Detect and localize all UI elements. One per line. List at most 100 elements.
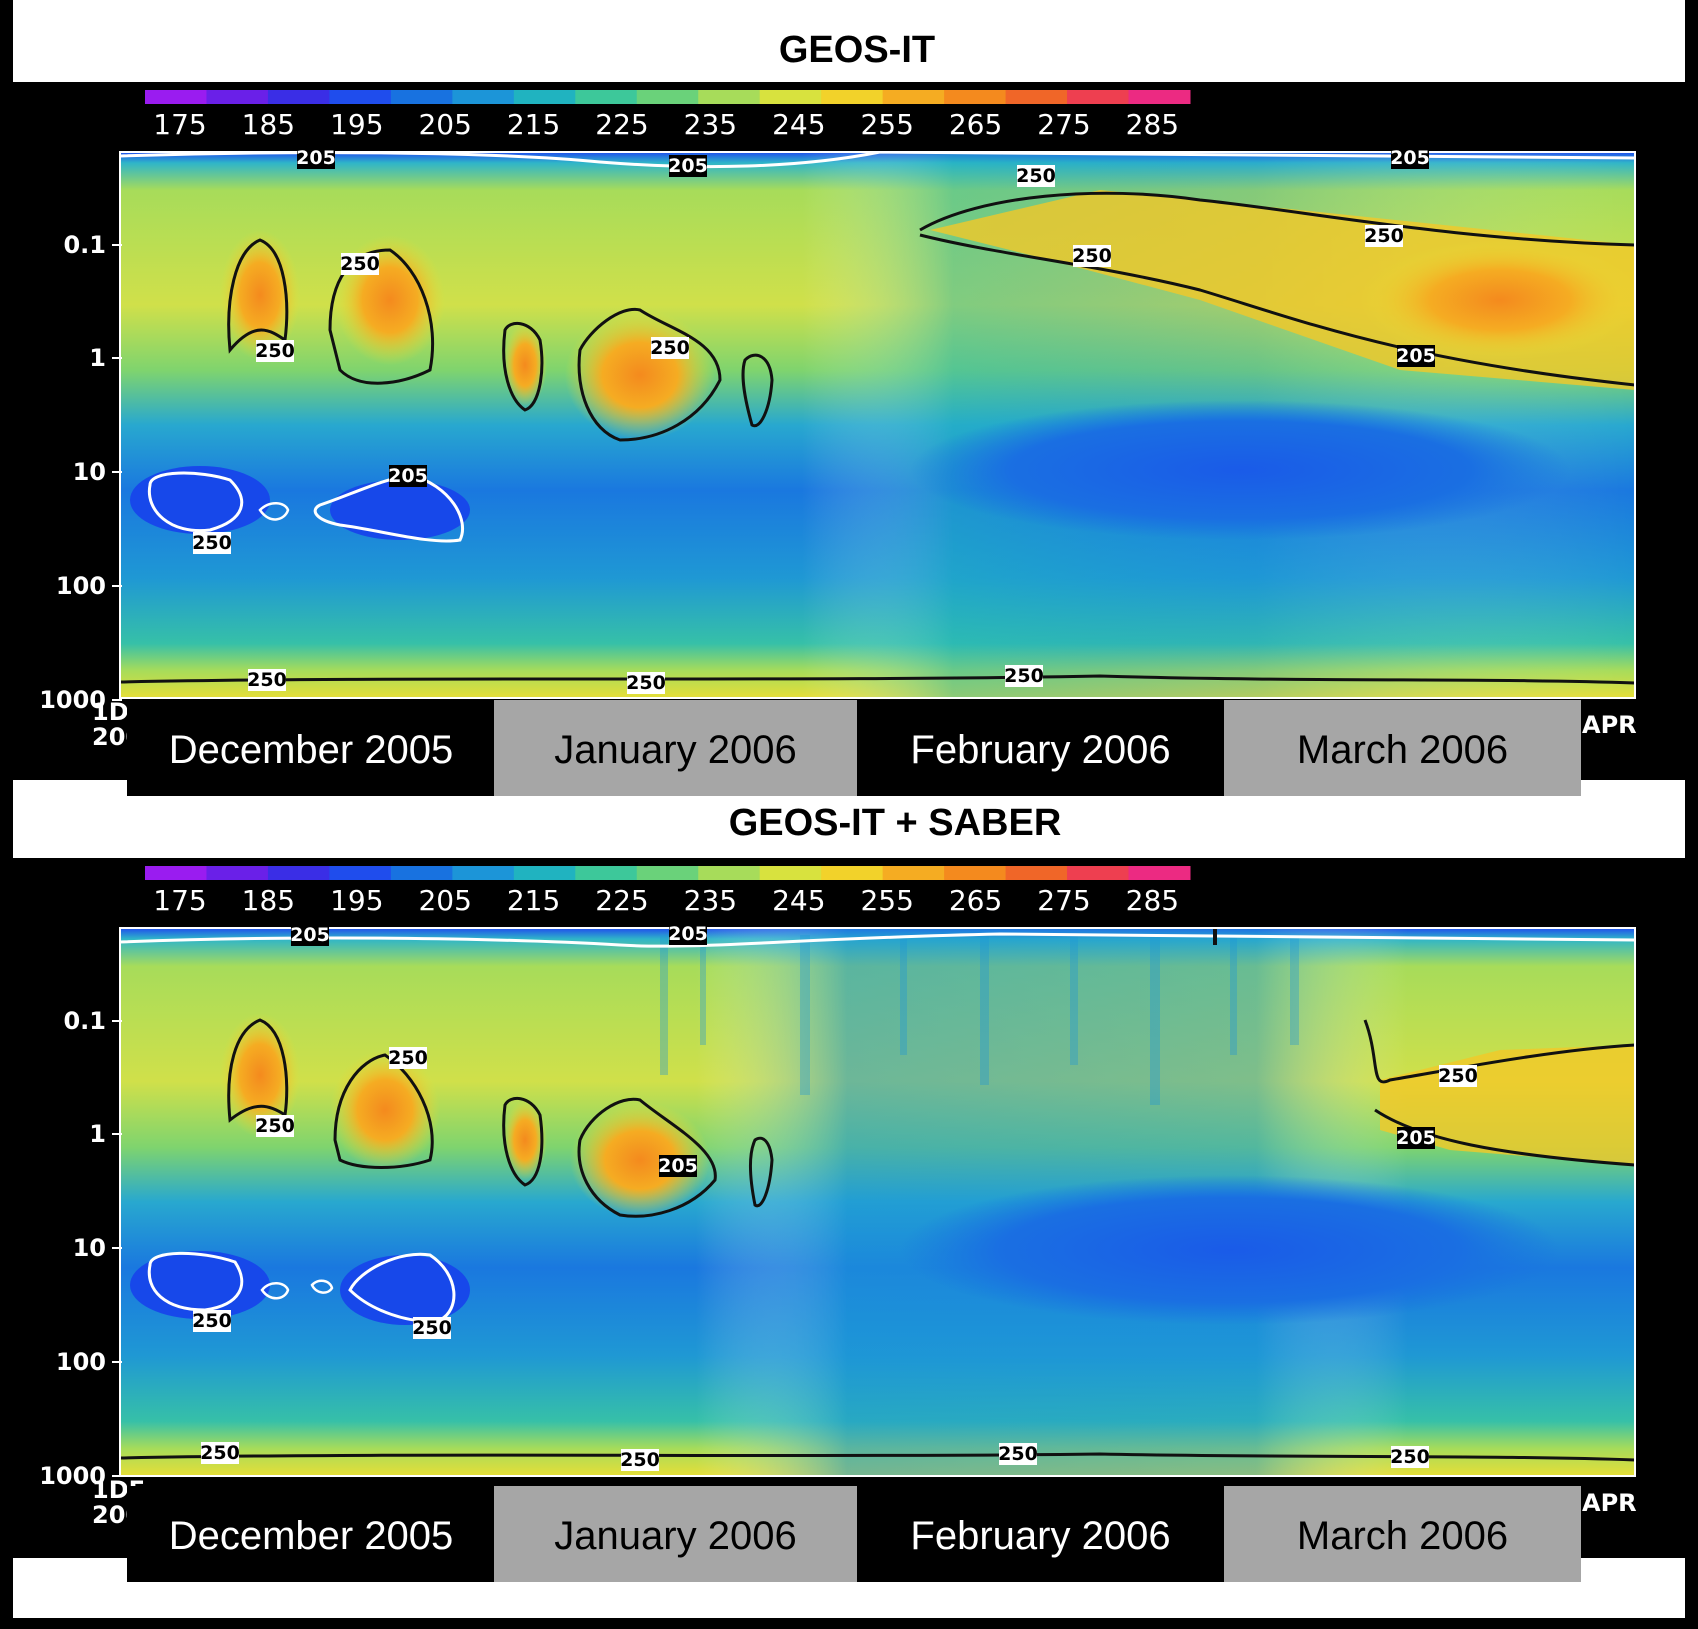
contour-label-box xyxy=(193,532,231,554)
month-label: February 2006 xyxy=(910,728,1170,772)
colorbar-segment xyxy=(944,866,1007,880)
contour-label: 250 xyxy=(192,1310,232,1332)
contour-label: 250 xyxy=(1072,245,1112,267)
colorbar-label: 245 xyxy=(772,108,825,141)
colorbar-label: 225 xyxy=(595,108,648,141)
plot-frame-bottom xyxy=(119,927,1636,1477)
colorbar-segment xyxy=(267,90,330,104)
contour-label: 250 xyxy=(1390,1446,1430,1468)
colorbar-segment xyxy=(636,866,699,880)
colorbar-label: 225 xyxy=(595,884,648,917)
y-tick-label: 10 xyxy=(73,458,106,486)
contour-label-box xyxy=(1397,345,1435,367)
contour-label-box xyxy=(669,155,707,177)
y-tick-label: 0.1 xyxy=(63,231,106,259)
contour-label: 205 xyxy=(296,147,336,169)
month-label: March 2006 xyxy=(1297,728,1508,772)
colorbar-label: 215 xyxy=(507,108,560,141)
colorbar-segment xyxy=(1005,90,1068,104)
y-tick-label: 1000 xyxy=(39,686,106,714)
colorbar-segment xyxy=(1128,866,1191,880)
contour-label-box xyxy=(1073,245,1111,267)
y-tick-label: 10 xyxy=(73,1234,106,1262)
month-box xyxy=(127,1486,495,1582)
x-end-bottom: APR xyxy=(1582,1489,1637,1517)
colorbar-label: 255 xyxy=(860,108,913,141)
contour-label-box xyxy=(248,669,286,691)
contour-labels-bottom: 205 205 250 250 250 205 205 250 250 250 250 250 250 xyxy=(192,923,1478,1471)
contour-label-box xyxy=(413,1317,451,1339)
contour-label: 250 xyxy=(200,1442,240,1464)
month-box xyxy=(494,700,857,796)
contour-label: 250 xyxy=(255,340,295,362)
colorbar-label: 205 xyxy=(418,108,471,141)
contour-label-box xyxy=(201,1442,239,1464)
y-axis-bottom: 0.1 1 10 100 1000 xyxy=(39,1007,122,1490)
month-label: January 2006 xyxy=(554,728,796,772)
contour-label-box xyxy=(1017,165,1055,187)
colorbar-segment xyxy=(698,866,761,880)
contour-label-box xyxy=(999,1443,1037,1465)
contour-label: 205 xyxy=(1390,147,1430,169)
contour-label: 250 xyxy=(388,1047,428,1069)
colorbar-label: 205 xyxy=(418,884,471,917)
colorbar-label: 235 xyxy=(684,884,737,917)
month-label: December 2005 xyxy=(169,1514,454,1558)
contour-label-box xyxy=(1365,225,1403,247)
contour-label-box xyxy=(341,253,379,275)
month-label: March 2006 xyxy=(1297,1514,1508,1558)
x-end-top: APR xyxy=(1582,711,1637,739)
top-title-band xyxy=(13,0,1685,82)
contour-label-box xyxy=(1439,1065,1477,1087)
colorbar-top: 175 185 195 205 215 225 235 245 255 265 275 285 xyxy=(145,90,1191,141)
contour-label-box xyxy=(256,340,294,362)
colorbar-segment xyxy=(513,866,576,880)
month-box xyxy=(494,1486,857,1582)
contour-label: 250 xyxy=(192,532,232,554)
contour-label-box xyxy=(256,1115,294,1137)
month-box xyxy=(127,700,495,796)
contour-label: 250 xyxy=(247,669,287,691)
colorbar-segment xyxy=(821,866,884,880)
contour-label-box xyxy=(389,465,427,487)
contour-label-box xyxy=(1005,665,1043,687)
colorbar-segment xyxy=(1005,866,1068,880)
colorbar-label: 235 xyxy=(684,108,737,141)
contour-label-box xyxy=(659,1155,697,1177)
colorbar-label: 265 xyxy=(949,884,1002,917)
colorbar-segment xyxy=(206,90,269,104)
y-tick-label: 1000 xyxy=(39,1462,106,1490)
contour-labels-top: 205 205 205 250 250 250 250 250 250 205 205 250 250 2… xyxy=(192,147,1436,694)
colorbar-label: 185 xyxy=(242,884,295,917)
colorbar-label: 215 xyxy=(507,884,560,917)
month-box xyxy=(857,700,1224,796)
contour-label: 205 xyxy=(388,465,428,487)
colorbar-segment xyxy=(329,866,392,880)
colorbar-label: 245 xyxy=(772,884,825,917)
colorbar-label: 175 xyxy=(153,108,206,141)
contour-label-box xyxy=(193,1310,231,1332)
colorbar-segment xyxy=(513,90,576,104)
contour-label: 250 xyxy=(1016,165,1056,187)
contour-label: 205 xyxy=(1396,345,1436,367)
contour-label-box xyxy=(627,672,665,694)
contour-label: 205 xyxy=(668,155,708,177)
month-label: February 2006 xyxy=(910,1514,1170,1558)
colorbar-label: 265 xyxy=(949,108,1002,141)
contour-label-box xyxy=(1397,1127,1435,1149)
colorbar-segment xyxy=(145,90,207,104)
contour-label: 250 xyxy=(650,337,690,359)
colorbar-label: 255 xyxy=(860,884,913,917)
colorbar-segment xyxy=(636,90,699,104)
plot-frame-top xyxy=(119,151,1636,699)
colorbar-segment xyxy=(390,90,453,104)
contour-label-box xyxy=(1391,147,1429,169)
contour-label: 250 xyxy=(626,672,666,694)
heatmap-bottom xyxy=(120,928,1635,1476)
colorbar-segment xyxy=(759,866,822,880)
colorbar-segment xyxy=(390,866,453,880)
contour-label-box xyxy=(297,147,335,169)
colorbar-segment xyxy=(329,90,392,104)
